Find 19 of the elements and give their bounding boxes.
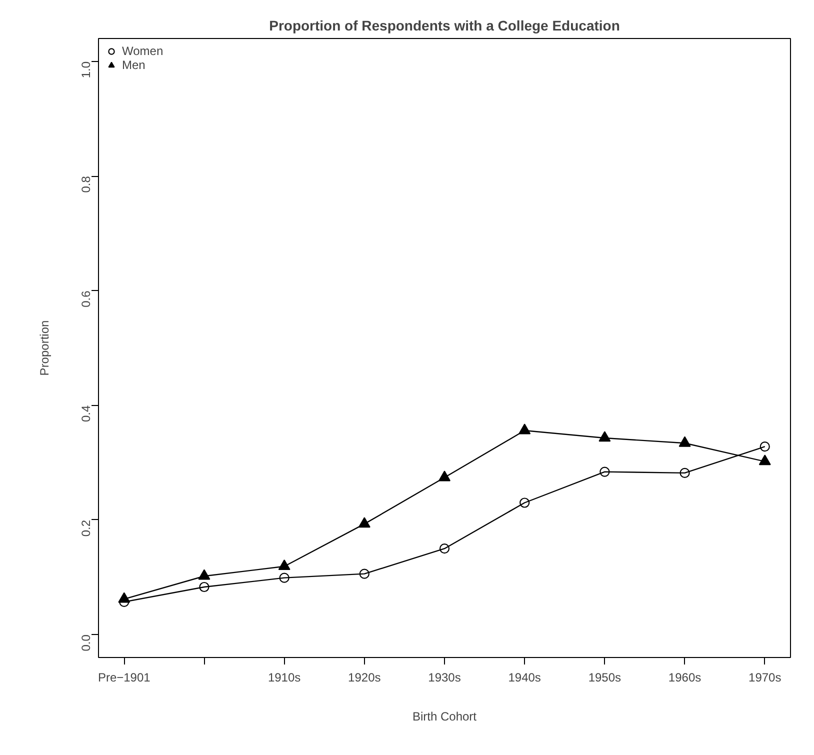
y-tick-label: 0.8	[79, 176, 93, 193]
x-tick-label: 1910s	[268, 670, 301, 684]
x-tick-label: 1970s	[748, 670, 782, 684]
x-tick-label: 1940s	[508, 670, 541, 684]
x-tick-label: 1960s	[668, 670, 702, 684]
x-tick-label: 1920s	[348, 670, 381, 684]
x-axis-title: Birth Cohort	[412, 710, 478, 724]
x-tick-label: Pre−1901	[98, 670, 151, 684]
x-tick-label: 1950s	[588, 670, 622, 684]
y-tick-label: 0.6	[79, 290, 93, 308]
y-tick-label: 0.0	[79, 634, 93, 652]
y-tick-label: 0.2	[79, 520, 93, 537]
x-tick-label: 1930s	[428, 670, 461, 684]
legend-label: Women	[122, 44, 164, 58]
y-tick-label: 1.0	[79, 61, 93, 78]
legend-label: Men	[122, 58, 146, 72]
y-tick-label: 0.4	[79, 404, 93, 422]
chart-title: Proportion of Respondents with a College Education	[269, 18, 620, 34]
y-axis-title: Proportion	[38, 320, 52, 376]
